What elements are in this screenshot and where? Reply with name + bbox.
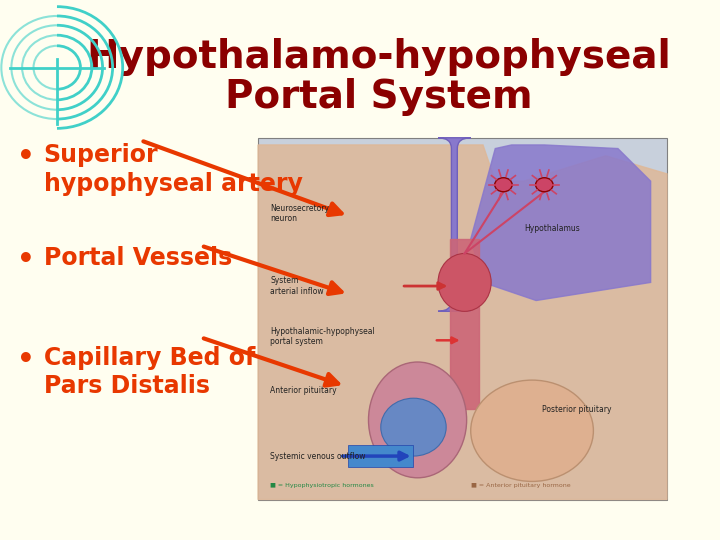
Text: System
arterial inflow: System arterial inflow	[270, 276, 324, 296]
Polygon shape	[258, 145, 667, 500]
Circle shape	[495, 178, 512, 192]
Ellipse shape	[438, 253, 491, 312]
Text: Portal System: Portal System	[225, 78, 533, 116]
Text: Hypothalamo-hypophyseal: Hypothalamo-hypophyseal	[86, 38, 671, 76]
Circle shape	[536, 178, 553, 192]
Ellipse shape	[471, 380, 593, 482]
Text: Portal Vessels: Portal Vessels	[44, 246, 232, 269]
Text: ■ = Anterior pituitary hormone: ■ = Anterior pituitary hormone	[471, 483, 570, 488]
Text: •: •	[17, 143, 35, 171]
Text: Superior
hypophyseal artery: Superior hypophyseal artery	[44, 143, 302, 196]
Text: Hypothalamic-hypophyseal
portal system: Hypothalamic-hypophyseal portal system	[270, 327, 375, 346]
Ellipse shape	[369, 362, 467, 478]
Bar	[348, 445, 413, 467]
Ellipse shape	[381, 398, 446, 456]
Text: Posterior pituitary: Posterior pituitary	[542, 404, 612, 414]
Text: ■ = Hypophysiotropic hormones: ■ = Hypophysiotropic hormones	[270, 483, 374, 488]
Text: Anterior pituitary: Anterior pituitary	[270, 387, 337, 395]
Text: •: •	[17, 346, 35, 374]
Text: Capillary Bed of
Pars Distalis: Capillary Bed of Pars Distalis	[44, 346, 255, 399]
Text: Systemic venous outflow: Systemic venous outflow	[270, 451, 366, 461]
Text: Neurosecretory
neuron: Neurosecretory neuron	[270, 204, 329, 224]
FancyBboxPatch shape	[438, 138, 471, 311]
Text: •: •	[17, 246, 35, 274]
Bar	[258, 138, 667, 500]
Polygon shape	[471, 145, 651, 300]
Polygon shape	[450, 239, 479, 409]
Text: Hypothalamus: Hypothalamus	[525, 224, 580, 233]
